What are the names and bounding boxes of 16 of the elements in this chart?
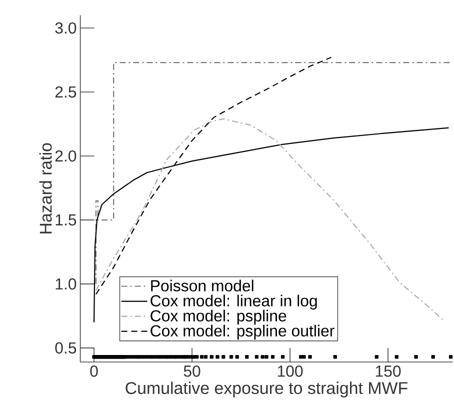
y-tick-label: 2.0 (55, 150, 76, 162)
y-tick-label: 0.5 (55, 342, 76, 354)
legend-label: Cox model: pspline outlier (150, 324, 334, 340)
y-tick-label: 1.5 (56, 214, 76, 226)
x-tick-label: 150 (376, 366, 401, 377)
y-axis-title: Hazard ratio (39, 143, 52, 234)
x-tick-label: 50 (184, 366, 200, 377)
x-axis-title: Cumulative exposure to straight MWF (126, 382, 408, 398)
legend-label: Cox model: pspline (150, 310, 286, 325)
legend-label: Cox model: linear in log (150, 294, 317, 310)
x-tick-label: 0 (90, 366, 98, 377)
y-tick-label: 3.0 (55, 22, 76, 34)
y-tick-label: 2.5 (55, 86, 76, 98)
y-tick-label: 1.0 (56, 278, 76, 290)
legend-label: Poisson model (151, 280, 254, 292)
x-tick-label: 100 (278, 366, 303, 377)
